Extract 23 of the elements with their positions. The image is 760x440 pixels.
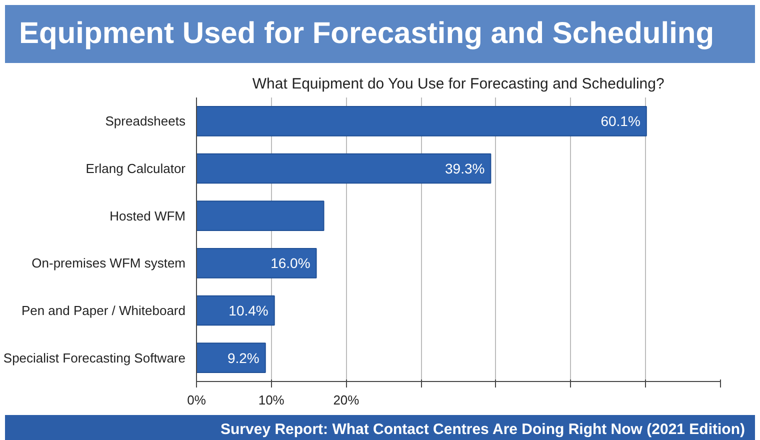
data-label: 16.0%: [270, 255, 310, 272]
bar: [196, 153, 492, 184]
y-tick-label: Spreadsheets: [105, 114, 186, 129]
y-tick-label: On-premises WFM system: [32, 256, 186, 271]
bar: [196, 200, 324, 232]
y-tick-label: Hosted WFM: [110, 208, 186, 224]
y-tick-label: Specialist Forecasting Software: [3, 350, 186, 366]
bar: [196, 295, 275, 326]
x-tick-label: 10%: [258, 392, 285, 408]
chart-title: Equipment Used for Forecasting and Scheduling: [19, 16, 714, 52]
y-tick-label: Erlang Calculator: [86, 161, 186, 176]
data-label: 60.1%: [600, 113, 640, 130]
x-tick-label: 20%: [333, 392, 360, 408]
chart-subtitle: What Equipment do You Use for Forecasting and Scheduling?: [252, 76, 664, 92]
data-label: 9.2%: [227, 350, 260, 366]
data-label: 39.3%: [444, 160, 485, 176]
bar: [196, 342, 266, 374]
bar: [196, 248, 317, 278]
bar: [196, 106, 647, 136]
text: Survey Report: What Contact Centres Are Doing Right Now (2021 Edition): [220, 420, 745, 440]
y-tick-label: Pen and Paper / Whiteboard: [21, 303, 186, 318]
x-tick-label: 0%: [187, 392, 206, 408]
data-label: 10.4%: [228, 302, 268, 318]
